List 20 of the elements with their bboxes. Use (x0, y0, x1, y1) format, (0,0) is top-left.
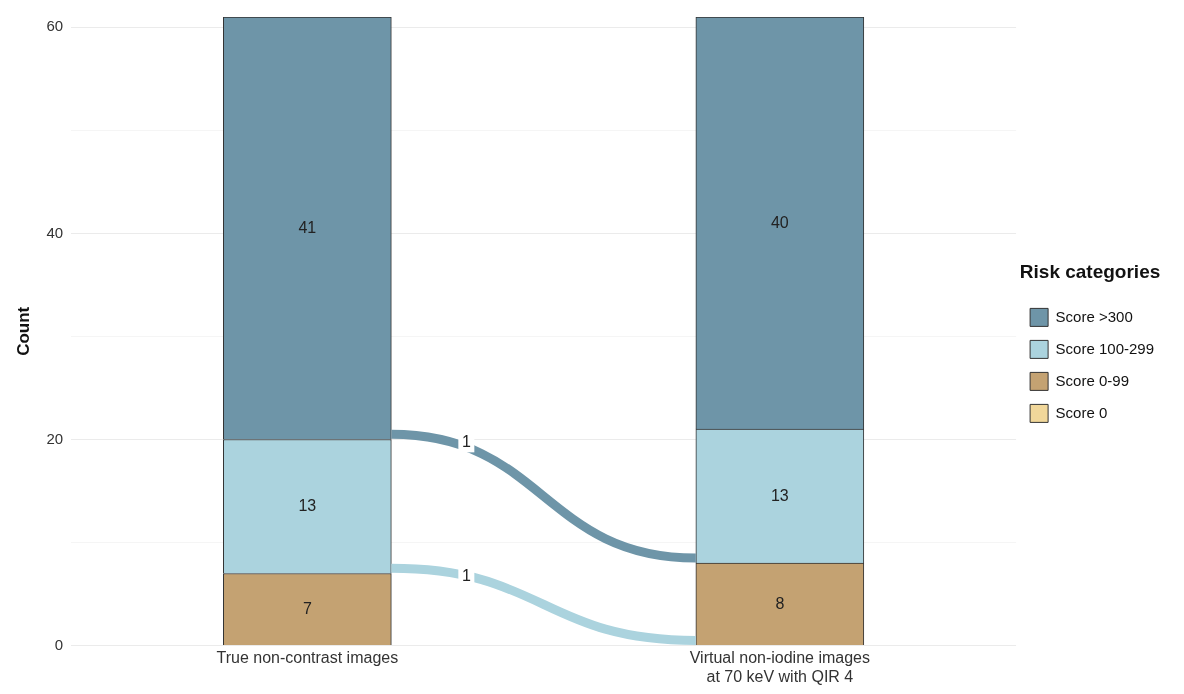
data-label: 13 (298, 496, 317, 514)
legend-label: Score 0 (1055, 403, 1108, 421)
x-tick-label: True non-contrast images (216, 648, 399, 666)
x-tick-label: Virtual non-iodine images at 70 keV with QIR 4 (689, 648, 870, 685)
data-label: 13 (770, 486, 789, 504)
legend-label: Score 100-299 (1055, 339, 1155, 357)
data-label: 8 (775, 594, 785, 612)
y-tick-label: 20 (46, 429, 64, 447)
y-tick-label: 60 (46, 17, 64, 35)
legend-title: Risk categories (1019, 261, 1161, 283)
legend-label: Score 0-99 (1055, 371, 1129, 389)
y-tick-label: 40 (46, 223, 64, 241)
annotation: 1 (461, 432, 471, 450)
y-tick-label: 0 (54, 635, 64, 653)
data-label: 40 (770, 213, 789, 231)
annotation: 1 (461, 566, 471, 584)
legend-label: Score >300 (1055, 307, 1133, 325)
y-axis-title: Count (13, 306, 33, 356)
data-label: 7 (302, 599, 312, 617)
data-label: 41 (298, 218, 317, 236)
